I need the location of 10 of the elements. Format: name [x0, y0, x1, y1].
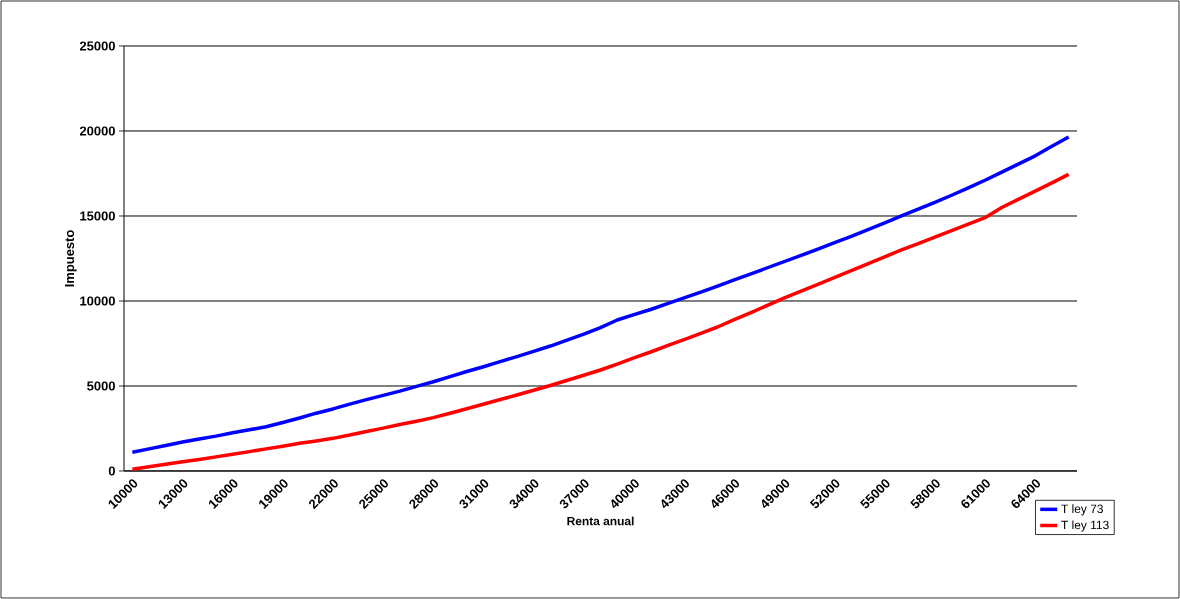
y-tick-label: 25000 — [79, 41, 115, 51]
y-tick-label: 0 — [108, 466, 115, 476]
legend-label: T ley 113 — [1061, 520, 1109, 532]
y-tick-label: 15000 — [80, 211, 115, 221]
legend-label: T ley 73 — [1061, 504, 1103, 516]
x-axis-title: Renta anual — [567, 516, 634, 526]
y-tick-label: 20000 — [79, 126, 115, 136]
y-tick-label: 5000 — [87, 381, 115, 391]
y-tick-label: 10000 — [80, 296, 115, 306]
y-axis-title: Impuesto — [65, 230, 77, 287]
